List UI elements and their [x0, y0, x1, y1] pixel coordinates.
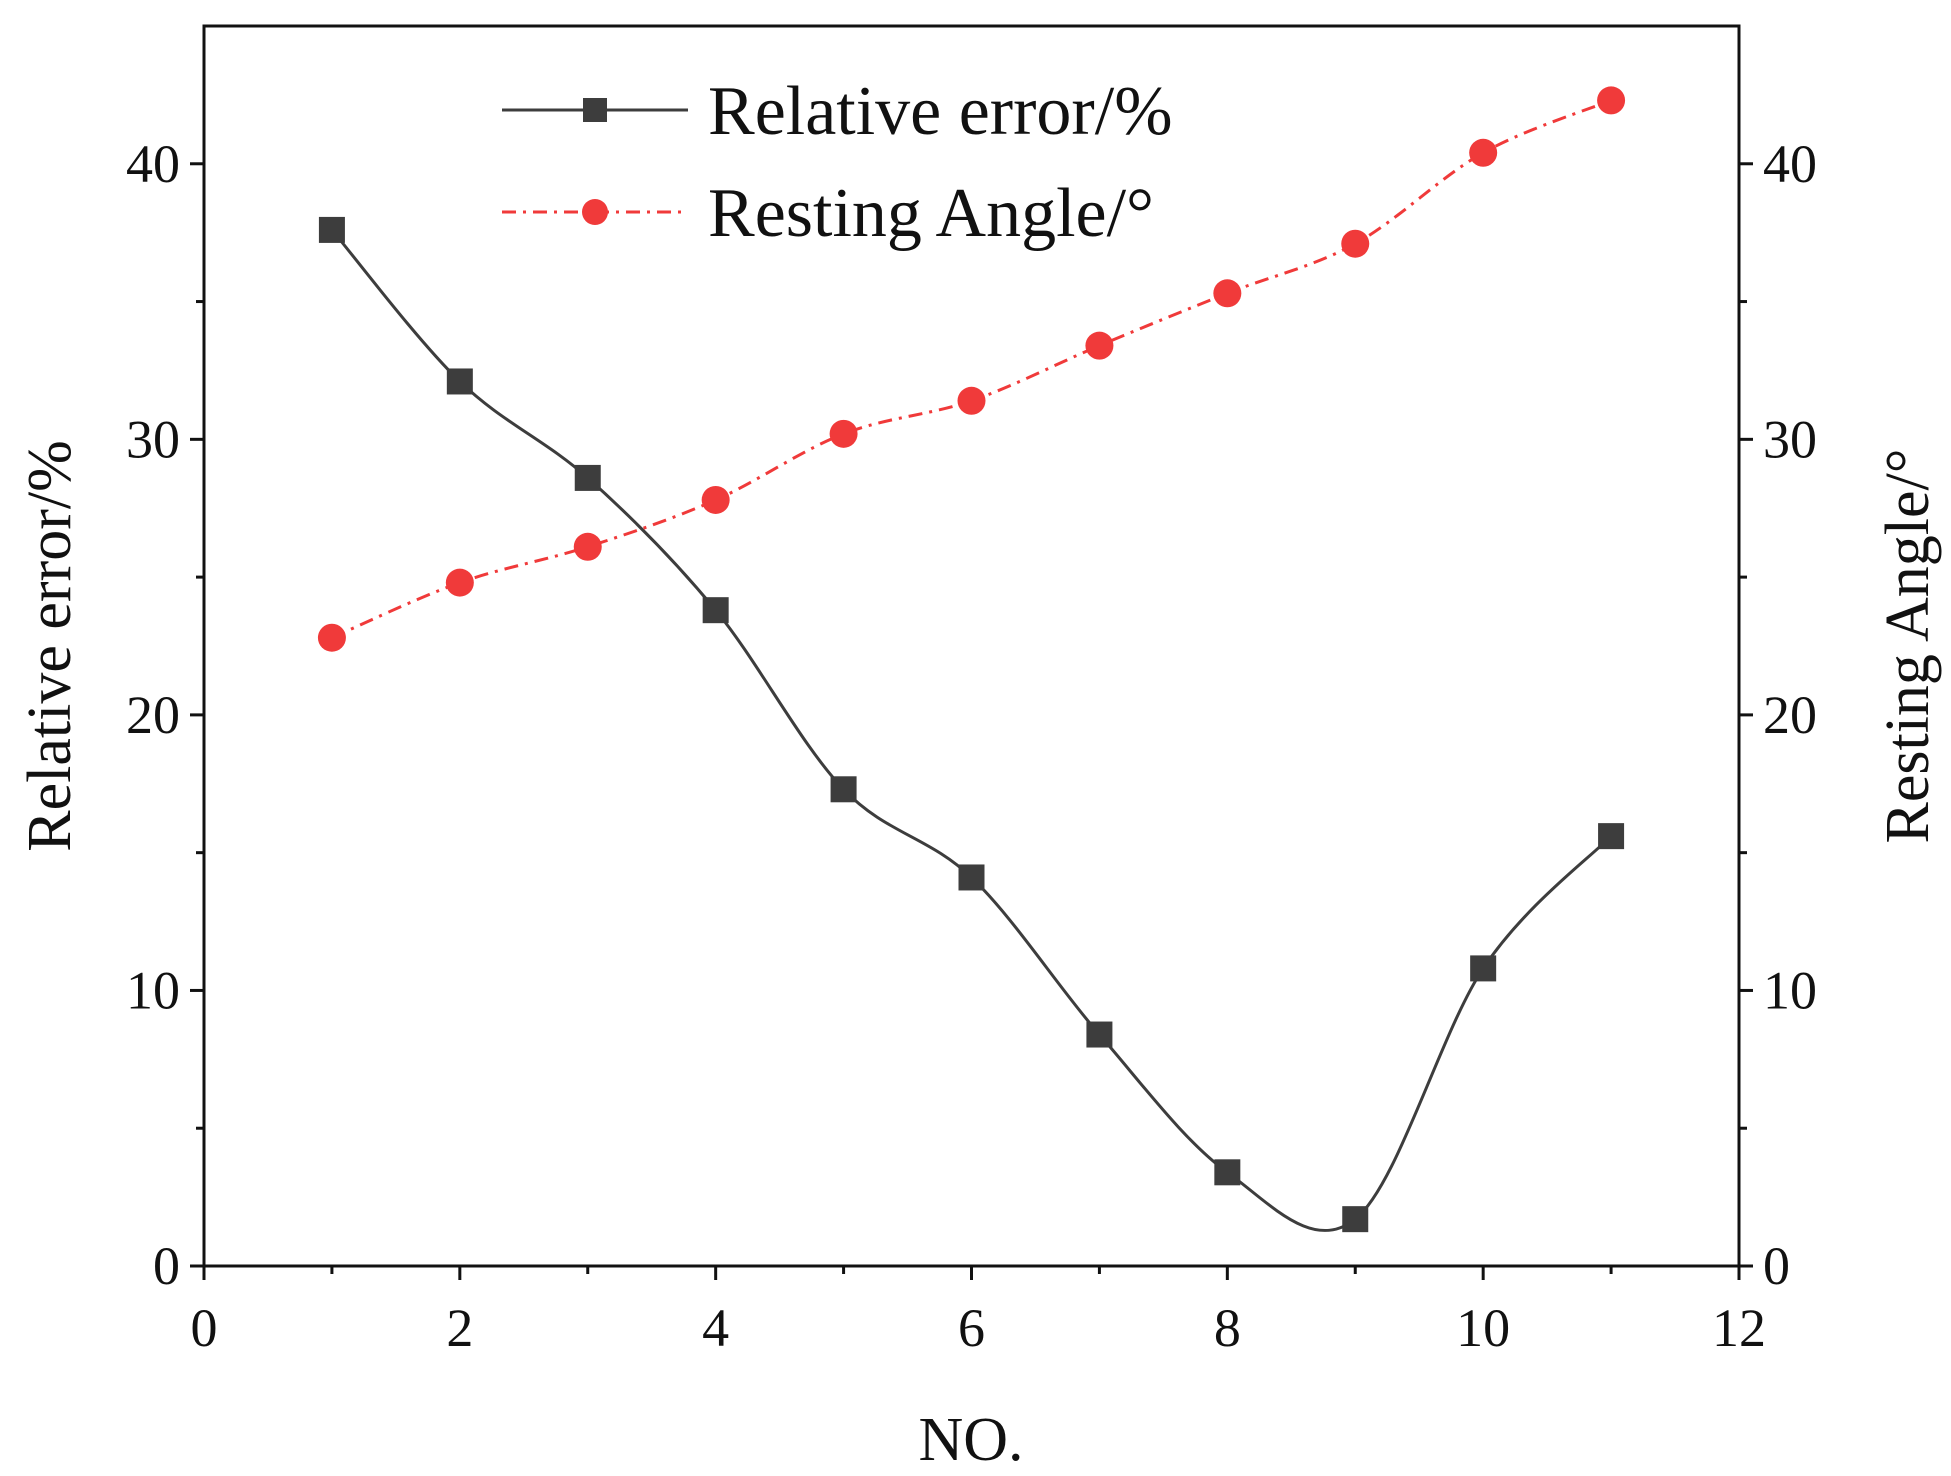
data-point-relative-error: [574, 464, 601, 491]
legend-marker-square: [583, 98, 607, 122]
data-point-resting-angle: [701, 485, 730, 514]
x-tick-label: 4: [702, 1298, 729, 1358]
x-axis-title: NO.: [918, 1406, 1023, 1474]
data-point-resting-angle: [1213, 279, 1242, 308]
data-point-resting-angle: [1341, 229, 1370, 258]
data-point-resting-angle: [1085, 331, 1114, 360]
legend-label-relative-error: Relative error/%: [708, 73, 1173, 150]
left-y-tick-label: 10: [126, 960, 180, 1020]
data-point-resting-angle: [1469, 138, 1498, 167]
x-tick-label: 8: [1214, 1298, 1241, 1358]
data-point-relative-error: [1598, 823, 1625, 850]
data-point-relative-error: [958, 864, 985, 891]
left-y-tick-label: 20: [126, 685, 180, 745]
legend-marker-circle: [582, 199, 608, 225]
data-point-resting-angle: [317, 623, 346, 652]
left-axis-title: Relative error/%: [16, 440, 84, 851]
x-tick-label: 2: [446, 1298, 473, 1358]
data-point-relative-error: [446, 368, 473, 395]
data-point-relative-error: [1214, 1159, 1241, 1186]
left-y-tick-label: 0: [153, 1236, 180, 1296]
data-point-relative-error: [1342, 1206, 1369, 1233]
right-y-tick-label: 0: [1763, 1236, 1790, 1296]
right-y-tick-label: 30: [1763, 409, 1817, 469]
x-tick-label: 10: [1456, 1298, 1510, 1358]
data-point-resting-angle: [1597, 86, 1626, 115]
data-point-relative-error: [1470, 955, 1497, 982]
data-point-relative-error: [1086, 1021, 1113, 1048]
left-y-tick-label: 30: [126, 409, 180, 469]
data-point-resting-angle: [445, 568, 474, 597]
legend: Relative error/% Resting Angle/°: [502, 73, 1173, 252]
left-y-tick-label: 40: [126, 134, 180, 194]
x-tick-label: 0: [191, 1298, 218, 1358]
series-layer: [317, 86, 1626, 1233]
x-tick-label: 12: [1712, 1298, 1766, 1358]
x-tick-label: 6: [958, 1298, 985, 1358]
data-point-relative-error: [318, 216, 345, 243]
data-point-relative-error: [702, 597, 729, 624]
right-y-tick-label: 20: [1763, 685, 1817, 745]
right-y-tick-label: 40: [1763, 134, 1817, 194]
legend-label-resting-angle: Resting Angle/°: [708, 175, 1154, 252]
data-point-resting-angle: [829, 419, 858, 448]
series-line-relative-error: [330, 228, 1613, 1232]
data-point-resting-angle: [573, 532, 602, 561]
right-y-tick-label: 10: [1763, 960, 1817, 1020]
data-point-relative-error: [830, 776, 857, 803]
data-point-resting-angle: [957, 386, 986, 415]
right-axis-title: Resting Angle/°: [1874, 448, 1942, 843]
